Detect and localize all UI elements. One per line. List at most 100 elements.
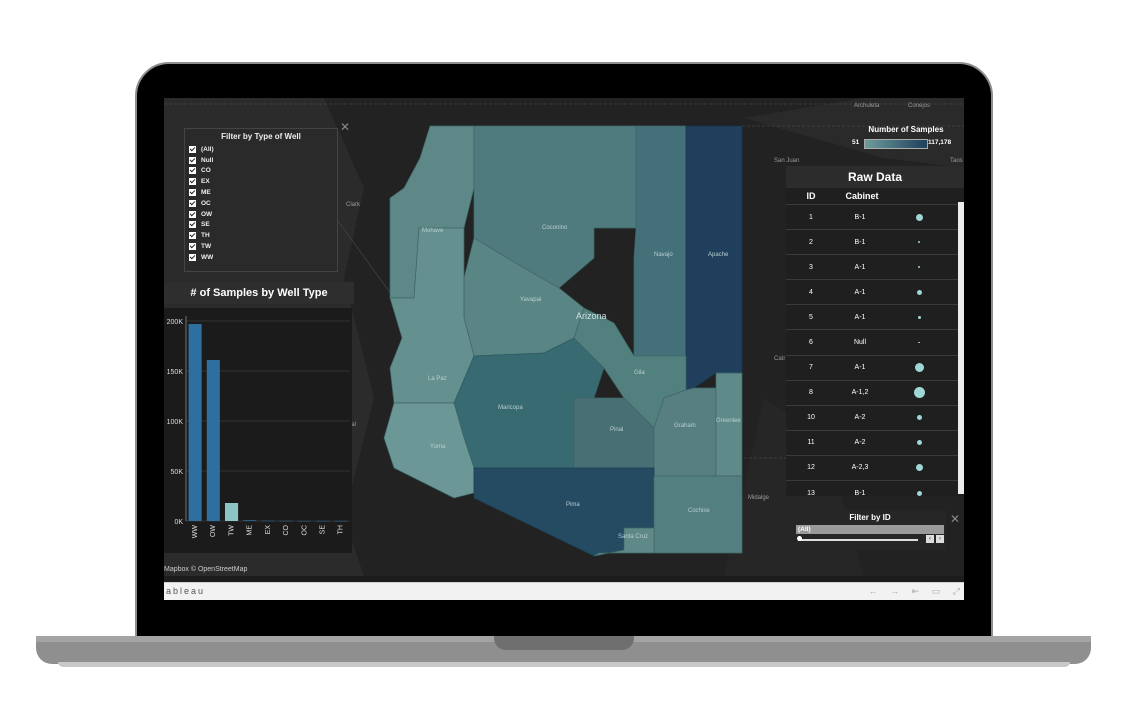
bar-co[interactable] [279, 520, 293, 522]
filter-option[interactable]: TW [189, 241, 337, 252]
bar-ow[interactable] [206, 360, 220, 521]
close-icon[interactable]: ✕ [340, 120, 351, 134]
bar-me[interactable] [243, 520, 257, 521]
county-greenlee [715, 372, 743, 477]
filter-option[interactable]: OC [189, 198, 337, 209]
checkbox-icon[interactable] [189, 210, 196, 218]
checkbox-icon[interactable] [189, 167, 196, 175]
y-tick-label: 100K [167, 419, 184, 426]
legend-color-ramp [864, 139, 928, 149]
cell-cabinet: Null [853, 339, 867, 347]
previous-arrow-icon[interactable]: ‹ [926, 535, 934, 543]
bar-se[interactable] [316, 520, 330, 522]
cell-cabinet: A-1 [854, 288, 866, 296]
table-row[interactable]: 6 Null [786, 329, 964, 354]
filter-option[interactable]: OW [189, 209, 337, 220]
table-row[interactable]: 7 A-1 [786, 354, 964, 380]
map-label-county: Coconino [542, 225, 568, 231]
id-slider-handle[interactable] [797, 536, 802, 541]
tableau-toolbar: ableau ← → ⇤ ▭ ⤢ [164, 582, 964, 600]
checkbox-icon[interactable] [189, 221, 196, 229]
table-row[interactable]: 3 A-1 [786, 254, 964, 279]
y-tick-label: 50K [171, 469, 184, 476]
bar-th[interactable] [334, 520, 348, 522]
id-filter: Filter by ID (All) ‹ › [794, 510, 946, 550]
map-label-county: Graham [674, 423, 696, 429]
map-label-county: Navajo [654, 252, 673, 258]
cell-cabinet: A-2 [854, 439, 866, 447]
table-row[interactable]: 12 A-2,3 [786, 454, 964, 480]
scrollbar[interactable] [958, 202, 964, 494]
table-row[interactable]: 1 B-1 [786, 204, 964, 229]
cell-size-mark [884, 363, 954, 373]
county-santacruz [593, 527, 655, 557]
x-tick-label: TW [228, 525, 235, 536]
id-filter-value[interactable]: (All) [796, 525, 944, 534]
filter-option[interactable]: ME [189, 187, 337, 198]
filter-option[interactable]: CO [189, 166, 337, 177]
checkbox-icon[interactable] [189, 199, 196, 207]
x-tick-label: ME [247, 525, 254, 536]
size-dot [915, 464, 923, 472]
fullscreen-icon[interactable]: ⤢ [952, 586, 960, 596]
map-label-county: Cochise [688, 508, 710, 514]
filter-option[interactable]: SE [189, 220, 337, 231]
laptop-notch [494, 636, 634, 650]
size-dot [915, 213, 923, 221]
checkbox-icon[interactable] [189, 189, 196, 197]
raw-data-panel: Raw Data ID Cabinet 1 B-1 2 B-1 3 A-1 4 A-1 5 A-1… [786, 166, 964, 497]
raw-data-rows: 1 B-1 2 B-1 3 A-1 4 A-1 5 A-1 6 Null 7 A-1 8 A-1,2 10 A-2… [786, 204, 964, 505]
cell-cabinet: A-2 [854, 414, 866, 422]
laptop-shadow [58, 662, 1070, 667]
x-tick-label: OW [210, 525, 217, 537]
map-label-county: Pima [566, 502, 580, 508]
column-header-cabinet[interactable]: Cabinet [845, 191, 879, 201]
next-arrow-icon[interactable]: › [936, 535, 944, 543]
bar-chart[interactable]: 0K 50K 100K 150K 200K WW OW TW ME EX CO OC SE TH [164, 308, 352, 553]
tableau-dashboard: Arizona Mohave Coconino Navajo Apache Ya… [164, 98, 964, 600]
checkbox-icon[interactable] [189, 253, 196, 261]
table-row[interactable]: 10 A-2 [786, 404, 964, 430]
map-label-county: Mohave [422, 228, 444, 234]
cell-id: 12 [807, 464, 815, 472]
filter-option[interactable]: EX [189, 176, 337, 187]
bar-ww[interactable] [188, 324, 202, 521]
cell-size-mark [884, 315, 954, 319]
checkbox-icon[interactable] [189, 243, 196, 251]
map-label-city: Taos [950, 158, 963, 164]
map-attribution[interactable]: Mapbox © OpenStreetMap [164, 566, 248, 573]
checkbox-icon[interactable] [189, 156, 196, 164]
filter-option[interactable]: Null [189, 155, 337, 166]
size-dot [913, 387, 925, 399]
table-row[interactable]: 2 B-1 [786, 229, 964, 254]
table-row[interactable]: 5 A-1 [786, 304, 964, 329]
checkbox-icon[interactable] [189, 178, 196, 186]
share-icon[interactable]: ▭ [931, 586, 941, 596]
filter-option[interactable]: (All) [189, 144, 337, 155]
redo-icon[interactable]: → [890, 586, 900, 596]
table-row[interactable]: 4 A-1 [786, 279, 964, 304]
table-row[interactable]: 13 B-1 [786, 480, 964, 505]
cell-cabinet: B-1 [854, 238, 866, 246]
close-icon[interactable]: ✕ [950, 512, 961, 526]
bar-tw[interactable] [224, 503, 239, 521]
bar-ex[interactable] [261, 520, 275, 522]
table-row[interactable]: 8 A-1,2 [786, 379, 964, 405]
filter-option[interactable]: WW [189, 252, 337, 263]
checkbox-icon[interactable] [189, 232, 196, 240]
cell-cabinet: A-1 [854, 364, 866, 372]
size-dot [916, 415, 922, 421]
undo-icon[interactable]: ← [868, 586, 878, 596]
cell-id: 3 [809, 263, 813, 271]
column-header-id[interactable]: ID [806, 191, 816, 201]
checkbox-icon[interactable] [189, 145, 196, 153]
revert-icon[interactable]: ⇤ [911, 586, 920, 596]
table-row[interactable]: 11 A-2 [786, 429, 964, 455]
bar-oc[interactable] [297, 520, 312, 522]
cell-size-mark [884, 415, 954, 421]
county-graham [653, 387, 717, 477]
id-slider-track[interactable] [798, 539, 918, 541]
filter-option[interactable]: TH [189, 230, 337, 241]
size-dot [918, 341, 920, 344]
cell-id: 10 [807, 414, 815, 422]
